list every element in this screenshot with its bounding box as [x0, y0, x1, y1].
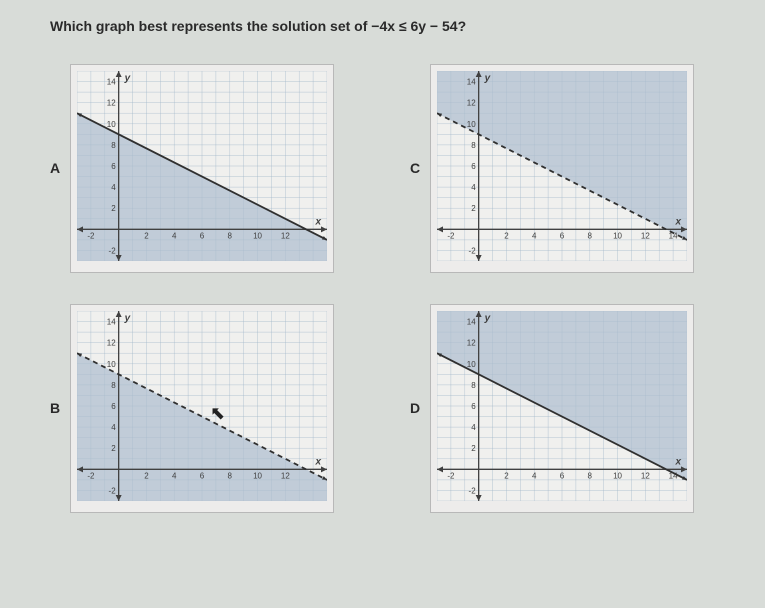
- svg-text:-2: -2: [447, 471, 455, 480]
- svg-text:y: y: [124, 313, 131, 324]
- svg-text:2: 2: [471, 444, 476, 453]
- svg-text:-2: -2: [109, 246, 117, 255]
- option-C: C -22468101214-22468101214xy: [410, 58, 740, 278]
- svg-text:4: 4: [532, 231, 537, 240]
- graph-box-B: -2 2 4 6 8 10 12 -2 2 4 6 8 10 12 14 x y: [70, 304, 334, 513]
- option-label-C: C: [410, 160, 430, 176]
- svg-text:y: y: [124, 73, 131, 84]
- svg-text:6: 6: [111, 162, 116, 171]
- svg-text:2: 2: [471, 204, 476, 213]
- svg-text:12: 12: [107, 98, 116, 107]
- svg-text:4: 4: [111, 423, 116, 432]
- svg-text:4: 4: [471, 183, 476, 192]
- svg-text:14: 14: [107, 77, 116, 86]
- svg-text:8: 8: [228, 471, 233, 480]
- svg-text:2: 2: [504, 231, 509, 240]
- svg-text:-2: -2: [447, 231, 455, 240]
- svg-text:2: 2: [144, 231, 149, 240]
- svg-text:6: 6: [200, 231, 205, 240]
- svg-text:10: 10: [253, 231, 262, 240]
- graph-box-C: -22468101214-22468101214xy: [430, 64, 694, 273]
- svg-text:10: 10: [107, 359, 116, 368]
- svg-text:10: 10: [253, 471, 262, 480]
- svg-text:-2: -2: [469, 246, 477, 255]
- svg-text:6: 6: [471, 402, 476, 411]
- svg-text:y: y: [484, 73, 491, 84]
- svg-text:12: 12: [107, 338, 116, 347]
- option-A: A -2 2 4 6 8 10 12 -2 2 4 6 8 10 12 14 x y: [50, 58, 380, 278]
- svg-text:12: 12: [641, 471, 650, 480]
- svg-text:y: y: [484, 313, 491, 324]
- svg-text:12: 12: [281, 471, 290, 480]
- svg-text:12: 12: [281, 231, 290, 240]
- svg-text:8: 8: [111, 140, 116, 149]
- svg-text:4: 4: [111, 183, 116, 192]
- svg-text:10: 10: [107, 119, 116, 128]
- svg-text:x: x: [314, 456, 321, 467]
- svg-text:10: 10: [467, 119, 476, 128]
- svg-text:x: x: [674, 456, 681, 467]
- svg-text:2: 2: [504, 471, 509, 480]
- option-label-A: A: [50, 160, 70, 176]
- svg-text:6: 6: [200, 471, 205, 480]
- svg-text:12: 12: [467, 98, 476, 107]
- svg-text:10: 10: [613, 231, 622, 240]
- svg-text:12: 12: [641, 231, 650, 240]
- graph-box-A: -2 2 4 6 8 10 12 -2 2 4 6 8 10 12 14 x y: [70, 64, 334, 273]
- svg-text:10: 10: [467, 359, 476, 368]
- svg-text:-2: -2: [87, 231, 95, 240]
- svg-text:14: 14: [467, 77, 476, 86]
- svg-text:8: 8: [471, 380, 476, 389]
- svg-text:8: 8: [228, 231, 233, 240]
- svg-text:8: 8: [111, 380, 116, 389]
- question-text: Which graph best represents the solution…: [50, 18, 765, 34]
- svg-text:4: 4: [471, 423, 476, 432]
- svg-text:8: 8: [588, 471, 593, 480]
- svg-text:6: 6: [560, 471, 565, 480]
- svg-text:-2: -2: [469, 486, 477, 495]
- svg-text:2: 2: [111, 204, 116, 213]
- option-B: B -2 2 4 6 8 10 12 -2 2 4 6 8 10 12 14 x y: [50, 298, 380, 518]
- svg-text:x: x: [674, 216, 681, 227]
- svg-text:4: 4: [532, 471, 537, 480]
- svg-text:4: 4: [172, 231, 177, 240]
- svg-text:2: 2: [111, 444, 116, 453]
- svg-text:-2: -2: [87, 471, 95, 480]
- option-label-D: D: [410, 400, 430, 416]
- svg-text:6: 6: [560, 231, 565, 240]
- svg-text:8: 8: [588, 231, 593, 240]
- option-label-B: B: [50, 400, 70, 416]
- svg-text:14: 14: [107, 317, 116, 326]
- graph-box-D: -22468101214-22468101214xy: [430, 304, 694, 513]
- option-D: D -22468101214-22468101214xy: [410, 298, 740, 518]
- options-grid: A -2 2 4 6 8 10 12 -2 2 4 6 8 10 12 14 x y C -2 2 4 6 8 10 12 1…: [50, 58, 765, 518]
- svg-text:10: 10: [613, 471, 622, 480]
- svg-text:x: x: [314, 216, 321, 227]
- svg-text:2: 2: [144, 471, 149, 480]
- svg-text:6: 6: [111, 402, 116, 411]
- svg-text:6: 6: [471, 162, 476, 171]
- svg-text:14: 14: [467, 317, 476, 326]
- svg-text:4: 4: [172, 471, 177, 480]
- svg-text:12: 12: [467, 338, 476, 347]
- svg-text:-2: -2: [109, 486, 117, 495]
- svg-text:8: 8: [471, 140, 476, 149]
